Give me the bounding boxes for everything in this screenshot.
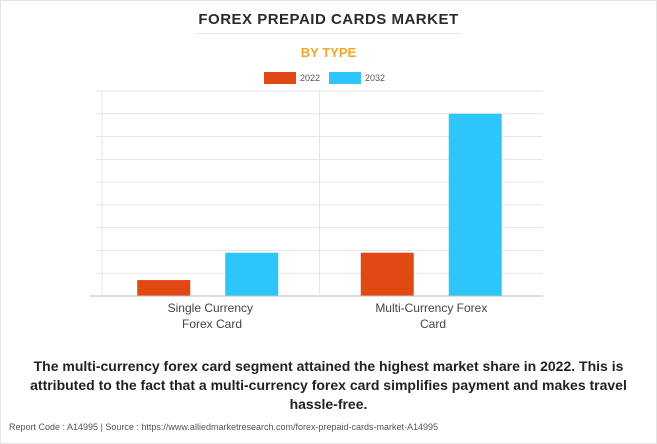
x-tick-label-multi-currency: Multi-Currency Forex Card xyxy=(375,301,490,331)
chart-subtitle: BY TYPE xyxy=(300,45,357,60)
legend-item-2022[interactable]: 2022 xyxy=(264,71,320,85)
title-divider xyxy=(196,33,462,34)
x-tick-label-single-currency: Single Currency Forex Card xyxy=(168,301,257,331)
x-tick-labels: Single Currency Forex Card Multi-Currenc… xyxy=(168,301,490,331)
bar-single-currency-2022[interactable] xyxy=(137,280,191,296)
bar-chart: Single Currency Forex Card Multi-Currenc… xyxy=(90,90,543,331)
axes xyxy=(90,91,543,297)
legend-label-2032: 2032 xyxy=(365,73,386,83)
chart-footnote: The multi-currency forex card segment at… xyxy=(30,358,627,412)
legend-swatch-2032 xyxy=(329,72,361,84)
chart-title: FOREX PREPAID CARDS MARKET xyxy=(198,11,459,28)
bar-single-currency-2032[interactable] xyxy=(225,252,279,296)
legend-item-2032[interactable]: 2032 xyxy=(329,71,385,85)
bars xyxy=(137,113,502,297)
bar-multi-currency-2032[interactable] xyxy=(448,113,502,297)
report-source-line: Report Code : A14995 | Source : https://… xyxy=(9,422,439,432)
legend-swatch-2022 xyxy=(264,72,296,84)
legend-label-2022: 2022 xyxy=(300,73,321,83)
chart-legend: 2022 2032 xyxy=(0,71,657,85)
bar-multi-currency-2022[interactable] xyxy=(360,252,414,296)
